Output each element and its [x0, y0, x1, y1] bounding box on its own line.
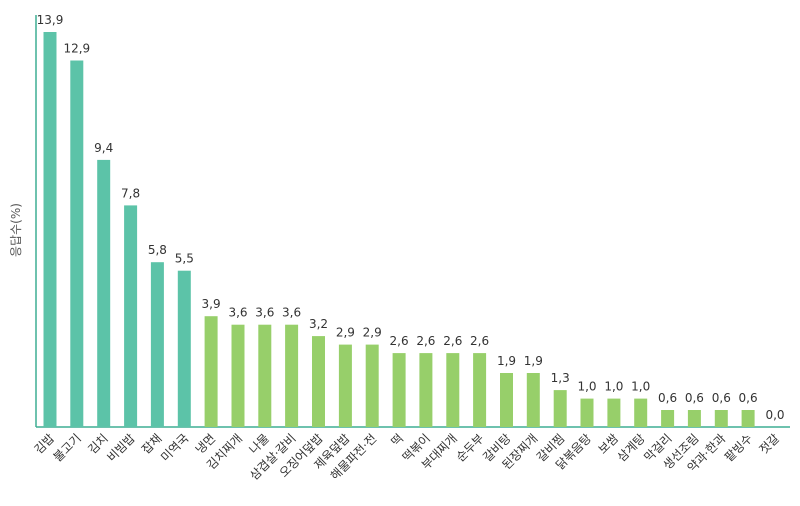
bar-value-label: 2,6	[443, 334, 462, 348]
bar-value-label: 2,6	[390, 334, 409, 348]
bar	[634, 398, 648, 427]
bar	[714, 410, 728, 427]
bar-value-label: 7,8	[121, 186, 140, 200]
bar-value-label: 0,6	[685, 391, 704, 405]
bar-value-label: 1,0	[604, 380, 623, 394]
bar	[204, 316, 218, 427]
bar-value-label: 1,0	[631, 380, 650, 394]
category-label: 미역국	[158, 431, 191, 464]
category-label: 젓갈	[757, 431, 783, 457]
bar-value-label: 1,0	[577, 380, 596, 394]
bar-value-label: 2,9	[363, 326, 382, 340]
bar-value-label: 13,9	[37, 13, 64, 27]
bar-value-label: 9,4	[94, 141, 113, 155]
bar	[687, 410, 701, 427]
bar	[419, 353, 433, 427]
bar-value-label: 3,2	[309, 317, 328, 331]
bar-value-label: 2,6	[470, 334, 489, 348]
y-axis-title: 응답수(%)	[9, 203, 23, 257]
bar	[365, 344, 379, 427]
bar	[607, 398, 621, 427]
bar-value-label: 5,8	[148, 243, 167, 257]
bar	[312, 336, 325, 427]
category-label: 순두부	[453, 431, 486, 464]
bar	[124, 205, 138, 427]
bar	[446, 353, 460, 427]
bar	[661, 410, 675, 427]
bars-group	[43, 32, 755, 427]
bar-value-label: 0,0	[765, 408, 784, 422]
bar	[553, 390, 567, 427]
category-label: 팥빙수	[722, 431, 755, 464]
bar	[473, 353, 487, 427]
bar	[580, 398, 594, 427]
bar-value-label: 1,9	[524, 354, 543, 368]
bar-value-label: 3,6	[228, 306, 247, 320]
bar-value-label: 1,3	[551, 371, 570, 385]
bar	[258, 324, 272, 427]
bar	[231, 324, 245, 427]
bar-value-label: 12,9	[63, 42, 90, 56]
bar	[70, 60, 84, 427]
category-label: 삼계탕	[614, 431, 647, 464]
bar	[150, 262, 164, 427]
bar	[500, 373, 513, 427]
bar-value-label: 2,6	[416, 334, 435, 348]
bar	[43, 32, 57, 427]
bar	[741, 410, 755, 427]
bar-value-label: 0,6	[658, 391, 677, 405]
bar-value-label: 0,6	[739, 391, 758, 405]
bar-value-label: 3,6	[282, 306, 301, 320]
bar-value-label: 3,6	[255, 306, 274, 320]
bar-value-label: 3,9	[202, 297, 221, 311]
value-labels-group: 13,9 12,9 9,4 7,8 5,8 5,5 3,9 3,6 3,6 3,6 3,2 2,9 2,…	[37, 13, 785, 422]
bar-value-label: 0,6	[712, 391, 731, 405]
category-label: 떡	[389, 431, 407, 449]
category-label: 불고기	[51, 431, 84, 464]
bar	[526, 373, 540, 427]
bar	[392, 353, 406, 427]
bar	[338, 344, 352, 427]
bar	[177, 270, 191, 427]
category-label: 비빔밥	[104, 431, 137, 464]
bar-value-label: 2,9	[336, 326, 355, 340]
bar	[285, 324, 299, 427]
bar-value-label: 1,9	[497, 354, 516, 368]
bar-value-label: 5,5	[175, 252, 194, 266]
bar	[97, 159, 111, 427]
